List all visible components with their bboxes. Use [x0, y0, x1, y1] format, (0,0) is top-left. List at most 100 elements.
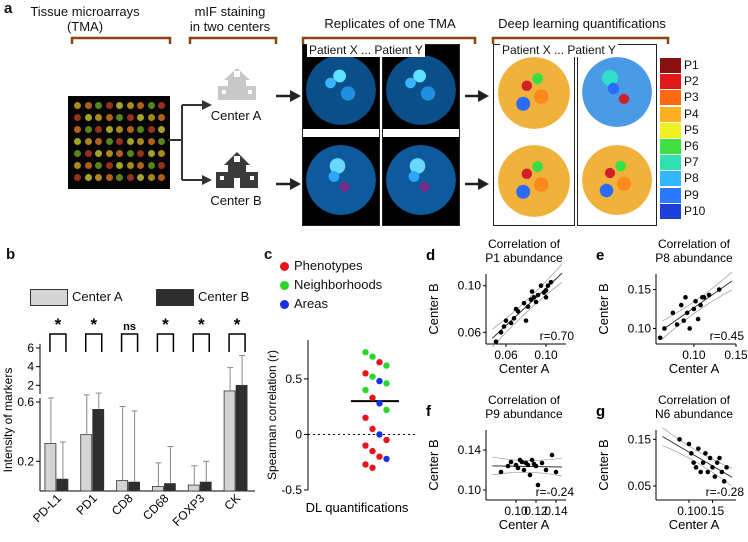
mif-title-1: mIF staining [194, 4, 266, 19]
tma-core [158, 150, 165, 157]
tma-core [158, 114, 165, 121]
legend-label-p9: P9 [684, 187, 699, 202]
scatter-point [535, 292, 541, 298]
x-axis-label: Center A [669, 361, 720, 376]
scatter-point [688, 451, 694, 456]
dot-phenotypes [369, 425, 376, 433]
y-tick-label: 6 [27, 341, 34, 355]
tma-core [116, 174, 123, 181]
dot-phenotypes [376, 453, 383, 460]
x-tick-label: 0.15 [724, 348, 748, 362]
legend-label-p5: P5 [684, 122, 699, 137]
scatter-point [683, 295, 688, 300]
scatter-point [501, 324, 507, 329]
scatter-point [529, 457, 535, 463]
scatter-point [698, 469, 704, 475]
scatter-point [687, 326, 692, 331]
tma-core [84, 174, 92, 181]
tissue-core [498, 57, 570, 129]
scatter-point [527, 472, 533, 478]
tma-core [147, 174, 155, 181]
tissue-core [582, 145, 652, 215]
confidence-band-upper [662, 271, 733, 322]
dot-neighborhoods [383, 380, 390, 387]
dot-neighborhoods [369, 373, 376, 380]
scatter-point [503, 318, 509, 323]
tma-core [137, 126, 144, 133]
tma-core [84, 126, 92, 133]
scatter-point [553, 469, 559, 475]
dot-areas [383, 455, 390, 463]
x-tick-label: 0.10 [504, 504, 528, 518]
significance-bracket [120, 333, 139, 352]
x-tick-label: 0.15 [701, 504, 725, 518]
tma-core [116, 138, 123, 145]
significance-bracket [156, 333, 175, 352]
scatter-point [539, 460, 545, 466]
tma-core [137, 114, 144, 121]
scatter-point [543, 288, 549, 293]
tma-core [137, 162, 144, 169]
scatter-point [548, 279, 554, 285]
bar-pd-l1-center-b [56, 478, 69, 492]
hospital-icon-center-b [216, 152, 258, 188]
scatter-point [549, 452, 555, 458]
scatter-point [707, 455, 713, 461]
bar-chart: Intensity of markers 0.2 0.6 2 4 6 * PD-L1 * PD1 n… [1, 315, 255, 529]
scatter-point [525, 304, 531, 309]
legend-swatch-p4 [660, 106, 681, 122]
scatter-point [706, 292, 712, 298]
dot-phenotypes [376, 359, 383, 366]
tma-core [95, 138, 102, 145]
scatter-point [515, 465, 521, 471]
legend-swatch-p10 [660, 203, 681, 219]
dot-areas [376, 377, 383, 385]
legend-swatch-center-b [156, 289, 194, 306]
scatter-point [521, 300, 527, 306]
y-tick-label: 0.10 [458, 279, 482, 293]
dot-neighborhoods [362, 386, 369, 394]
dl-patients-label: Patient X ... Patient Y [500, 43, 618, 57]
significance-bracket [49, 333, 67, 352]
scatter-point [523, 318, 529, 323]
significance-label: * [234, 315, 241, 334]
tma-core [105, 174, 113, 181]
tma-core [74, 174, 81, 181]
y-axis-label: Center B [426, 439, 441, 490]
scatter-point [693, 465, 699, 470]
panel-b-letter: b [6, 246, 16, 263]
scatter-point [714, 460, 720, 465]
dot-phenotypes [369, 394, 376, 401]
tma-core [116, 162, 123, 169]
tma-core [147, 126, 155, 133]
tma-core [126, 114, 134, 121]
bar-foxp3-center-a [187, 484, 200, 492]
significance-label: * [198, 315, 205, 334]
x-tick-label: 0.12 [524, 504, 548, 518]
legend-label-p4: P4 [684, 106, 699, 121]
y-tick-label: 0.5 [285, 372, 302, 386]
legend-center-a: Center A [72, 289, 123, 304]
dot-phenotypes [362, 370, 369, 377]
bar-cd8-center-b [128, 481, 140, 492]
legend-swatch-p2 [660, 74, 681, 90]
y-tick-label: 0.6 [17, 395, 34, 409]
y-tick-label: 0 [295, 427, 302, 441]
tma-core [158, 102, 165, 109]
scatter-point [691, 306, 697, 312]
center-b-label: Center B [210, 193, 262, 208]
scatter-point [693, 298, 698, 304]
panel-c-legend: Phenotypes Neighborhoods Areas [280, 258, 410, 318]
tma-core [84, 162, 92, 169]
tma-core [137, 138, 144, 145]
legend-swatch-p3 [660, 90, 681, 106]
scatter-point [705, 469, 711, 475]
replicates-patients-label: Patient X ... Patient Y [307, 43, 425, 57]
tma-core [84, 102, 92, 109]
scatter-point [662, 326, 667, 331]
x-axis-label: DL quantifications [306, 500, 409, 515]
dot-neighborhoods [362, 349, 369, 356]
confidence-band-upper [492, 456, 563, 461]
scatter-point [691, 460, 696, 465]
